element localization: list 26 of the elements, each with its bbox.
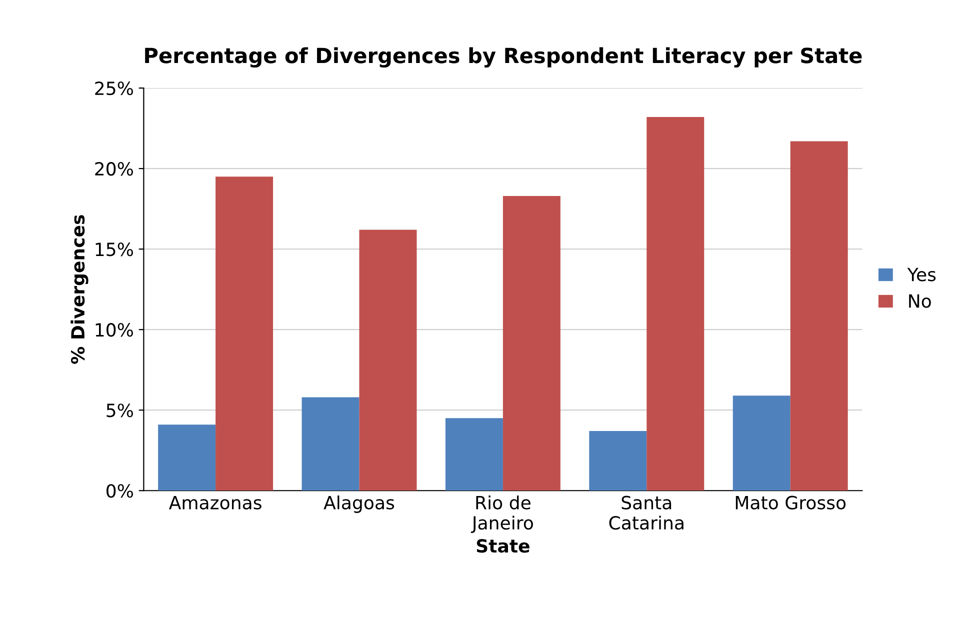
chart-title: Percentage of Divergences by Respondent Literacy per State: [145, 47, 862, 68]
bar: [158, 424, 216, 491]
y-tick-label: 15%: [96, 242, 133, 256]
y-tick-label: 25%: [95, 82, 133, 96]
y-tick-label: 20%: [95, 162, 133, 176]
bar: [216, 176, 274, 491]
x-tick-label: Amazonas: [168, 496, 262, 510]
y-tick-label: 5%: [106, 404, 133, 418]
x-axis-title: State: [476, 539, 530, 553]
legend-label: Yes: [907, 268, 936, 282]
legend-label: No: [909, 294, 931, 308]
x-tick-label: Rio de Janeiro: [471, 495, 533, 534]
x-tick-label: Mato Grosso: [736, 496, 846, 510]
x-tick-label: Alagoas: [324, 495, 394, 513]
y-tick-label: 10%: [96, 323, 133, 337]
y-tick-label: 0%: [106, 484, 133, 498]
bar: [790, 141, 848, 491]
bar: [589, 431, 647, 491]
bar: [502, 196, 560, 491]
x-tick-label: Santa Catarina: [609, 496, 684, 530]
bar: [646, 117, 704, 491]
bar: [302, 397, 360, 491]
y-axis-title: % Divergences: [70, 215, 88, 364]
bar: [359, 230, 417, 491]
bar: [445, 418, 503, 491]
bar: [732, 396, 790, 491]
